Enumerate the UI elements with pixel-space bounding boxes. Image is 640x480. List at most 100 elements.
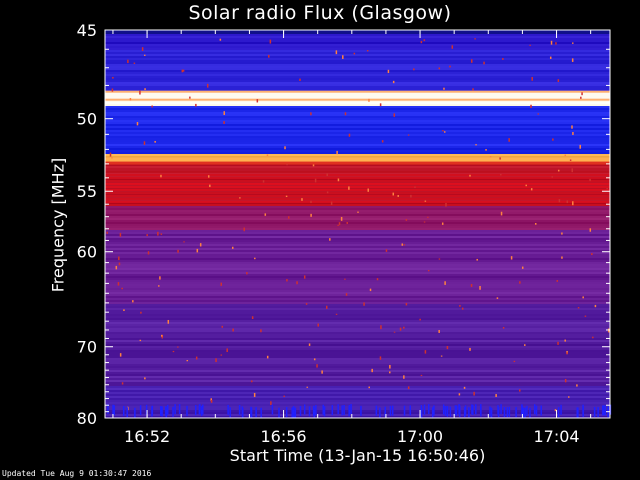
heatmap-row bbox=[105, 392, 610, 395]
heatmap-row bbox=[105, 48, 610, 51]
heatmap-row bbox=[105, 314, 610, 317]
heatmap-row bbox=[105, 30, 610, 34]
heatmap-row bbox=[105, 242, 610, 245]
noise-speck bbox=[423, 404, 426, 415]
heatmap-row bbox=[105, 70, 610, 73]
noise-speck bbox=[342, 55, 344, 59]
noise-speck bbox=[602, 405, 604, 416]
noise-speck bbox=[177, 249, 179, 253]
noise-speck bbox=[384, 406, 386, 417]
noise-speck bbox=[115, 265, 118, 270]
noise-speck bbox=[471, 404, 473, 415]
noise-speck bbox=[470, 284, 473, 287]
heatmap-row bbox=[105, 334, 610, 337]
noise-speck bbox=[502, 326, 505, 329]
noise-speck bbox=[500, 404, 502, 415]
x-tick-label: 17:04 bbox=[533, 427, 579, 446]
noise-speck bbox=[472, 88, 474, 91]
noise-speck bbox=[446, 406, 449, 417]
noise-speck bbox=[147, 251, 150, 255]
noise-speck bbox=[321, 370, 323, 374]
noise-speck bbox=[144, 88, 146, 91]
noise-speck bbox=[167, 319, 170, 324]
noise-speck bbox=[451, 45, 454, 49]
noise-speck bbox=[250, 406, 252, 417]
noise-speck bbox=[375, 405, 378, 416]
heatmap-row bbox=[105, 278, 610, 281]
noise-speck bbox=[313, 358, 316, 361]
heatmap-row bbox=[105, 142, 610, 145]
noise-speck bbox=[472, 404, 474, 415]
heatmap-row bbox=[105, 356, 610, 359]
noise-speck bbox=[291, 407, 293, 418]
heatmap-row bbox=[105, 76, 610, 79]
heatmap-row bbox=[105, 60, 610, 63]
heatmap-row bbox=[105, 262, 610, 265]
noise-speck bbox=[405, 303, 408, 306]
noise-speck bbox=[308, 343, 311, 346]
heatmap-row bbox=[105, 332, 610, 335]
noise-speck bbox=[522, 407, 525, 418]
noise-speck bbox=[569, 159, 572, 161]
noise-speck bbox=[227, 404, 229, 415]
noise-speck bbox=[121, 287, 123, 290]
heatmap-row bbox=[105, 168, 610, 171]
noise-speck bbox=[260, 407, 262, 418]
noise-speck bbox=[480, 406, 482, 417]
noise-speck bbox=[393, 331, 396, 333]
noise-speck bbox=[322, 404, 325, 415]
noise-speck bbox=[526, 405, 528, 416]
heatmap-row bbox=[105, 74, 610, 77]
heatmap-row bbox=[105, 270, 610, 273]
noise-speck bbox=[497, 405, 499, 416]
heatmap-row bbox=[105, 202, 610, 205]
plot-frame bbox=[104, 29, 611, 419]
noise-speck bbox=[154, 140, 156, 143]
noise-speck bbox=[589, 228, 592, 232]
noise-speck bbox=[392, 192, 395, 196]
heatmap-row bbox=[105, 272, 610, 275]
heatmap-row bbox=[105, 110, 610, 113]
heatmap-row bbox=[105, 410, 610, 413]
heatmap-row bbox=[105, 232, 610, 235]
noise-speck bbox=[159, 276, 161, 280]
heatmap-row bbox=[105, 194, 610, 197]
noise-speck bbox=[271, 404, 274, 415]
noise-speck bbox=[140, 311, 142, 314]
noise-speck bbox=[464, 405, 467, 416]
heatmap-row bbox=[105, 364, 610, 367]
noise-speck bbox=[223, 111, 225, 115]
noise-speck bbox=[519, 389, 521, 392]
noise-speck bbox=[433, 405, 435, 416]
heatmap-row bbox=[105, 182, 610, 185]
heatmap-row bbox=[105, 50, 610, 53]
heatmap-row bbox=[105, 42, 610, 45]
heatmap-row bbox=[105, 246, 610, 249]
noise-speck bbox=[338, 222, 341, 226]
noise-speck bbox=[326, 191, 329, 194]
heatmap-row bbox=[105, 352, 610, 355]
noise-speck bbox=[407, 386, 410, 390]
heatmap-row bbox=[105, 216, 610, 219]
noise-speck bbox=[326, 173, 328, 177]
noise-speck bbox=[254, 257, 256, 260]
heatmap-row bbox=[105, 372, 610, 375]
noise-speck bbox=[500, 174, 502, 176]
heatmap-row bbox=[105, 360, 610, 363]
heatmap-row bbox=[105, 248, 610, 251]
noise-speck bbox=[341, 405, 343, 416]
noise-speck bbox=[305, 303, 308, 305]
noise-speck bbox=[443, 131, 446, 133]
heatmap-row bbox=[105, 78, 610, 81]
heatmap-row bbox=[105, 276, 610, 279]
heatmap-row bbox=[105, 236, 610, 239]
noise-speck bbox=[409, 405, 412, 416]
noise-speck bbox=[325, 305, 328, 309]
heatmap-row bbox=[105, 264, 610, 267]
noise-speck bbox=[576, 384, 578, 387]
noise-speck bbox=[399, 327, 402, 331]
noise-speck bbox=[143, 141, 146, 145]
heatmap-row bbox=[105, 172, 610, 175]
noise-speck bbox=[461, 307, 464, 310]
noise-speck bbox=[483, 61, 485, 65]
